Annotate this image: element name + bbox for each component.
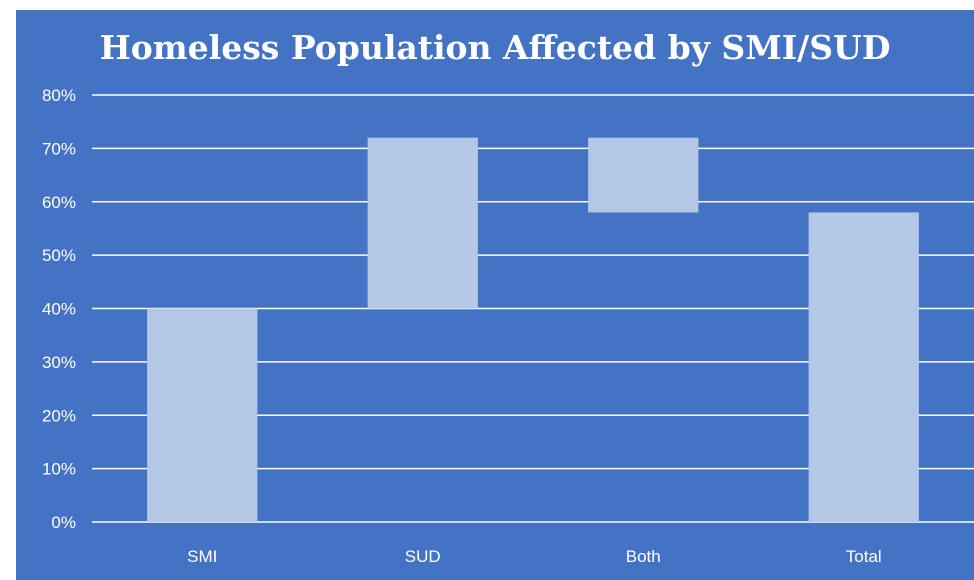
y-tick-label: 20% xyxy=(42,406,76,425)
x-axis-ticks: SMI SUD Both Total xyxy=(187,547,882,566)
bar-total xyxy=(808,212,919,523)
chart-title: Homeless Population Affected by SMI/SUD xyxy=(99,28,891,67)
bar-smi xyxy=(147,308,258,522)
x-tick-label: SMI xyxy=(187,547,217,566)
y-tick-label: 0% xyxy=(51,513,76,532)
x-tick-label: Total xyxy=(846,547,882,566)
chart-plot: 0% 10% 20% 30% 40% 50% 60% 70% 80% SMI SUD Both Tot… xyxy=(42,86,974,566)
y-tick-label: 70% xyxy=(42,139,76,158)
y-tick-label: 30% xyxy=(42,353,76,372)
bars xyxy=(147,137,919,523)
y-tick-label: 50% xyxy=(42,246,76,265)
y-tick-label: 40% xyxy=(42,300,76,319)
y-axis-ticks: 0% 10% 20% 30% 40% 50% 60% 70% 80% xyxy=(42,86,76,532)
y-tick-label: 80% xyxy=(42,86,76,105)
chart-frame: Homeless Population Affected by SMI/SUD … xyxy=(16,10,974,580)
bar-both xyxy=(588,137,699,213)
y-tick-label: 10% xyxy=(42,460,76,479)
bar-sud xyxy=(367,137,478,309)
x-tick-label: Both xyxy=(626,547,661,566)
x-tick-label: SUD xyxy=(405,547,441,566)
y-tick-label: 60% xyxy=(42,193,76,212)
